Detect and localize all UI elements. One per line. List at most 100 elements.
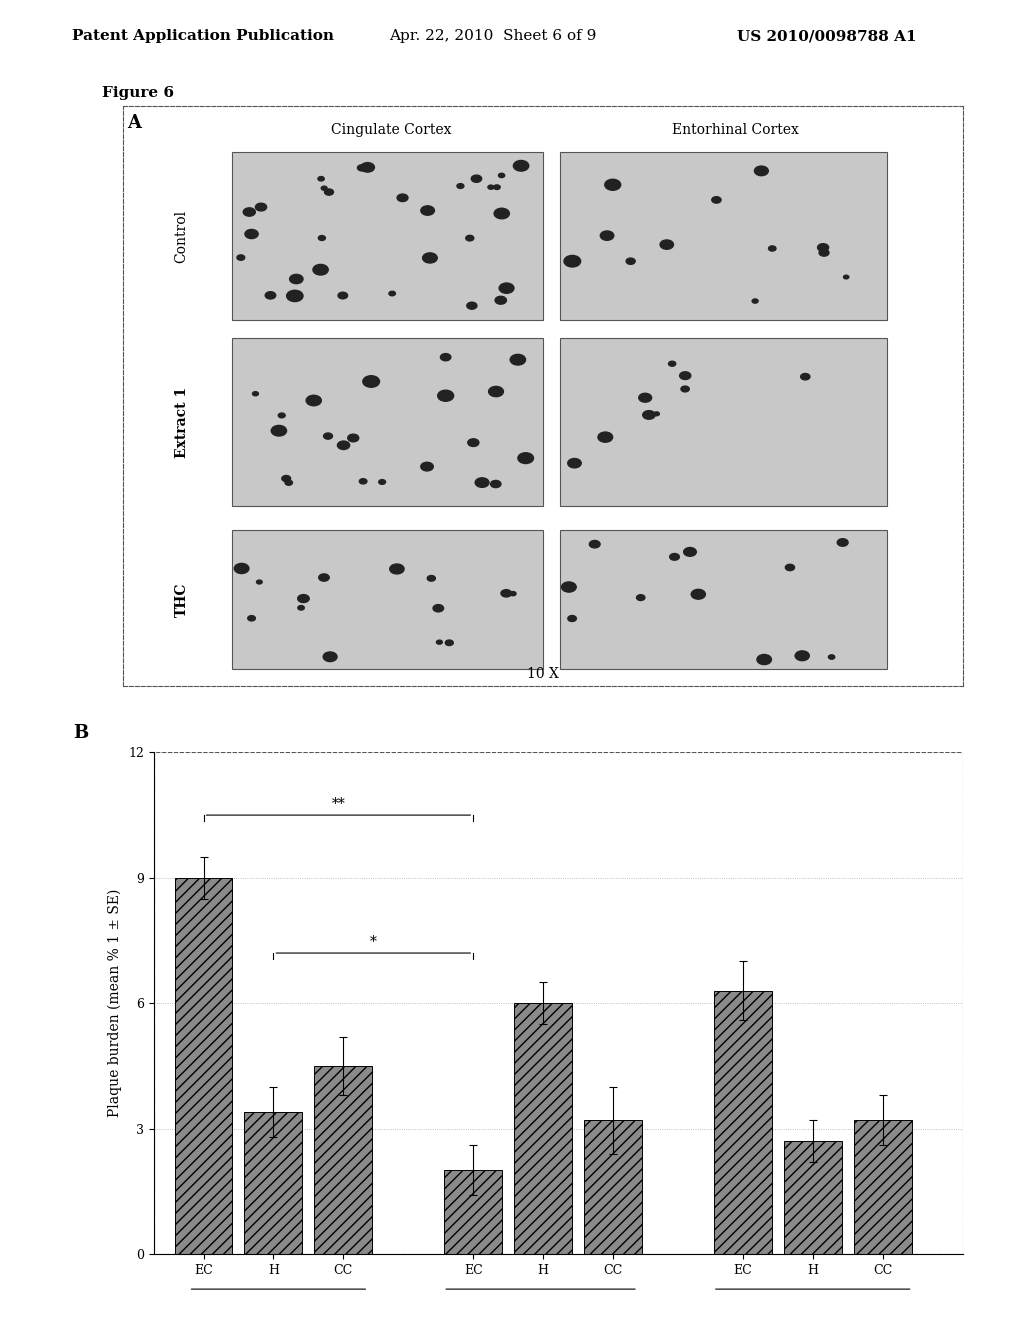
Circle shape [256, 579, 262, 583]
Circle shape [828, 655, 835, 659]
Circle shape [234, 564, 249, 573]
Circle shape [598, 432, 612, 442]
Bar [714, 990, 772, 1254]
Bar [245, 1111, 302, 1254]
Circle shape [324, 652, 337, 661]
Circle shape [838, 539, 848, 546]
Circle shape [561, 582, 577, 593]
Circle shape [457, 183, 464, 189]
Bar [444, 1171, 502, 1254]
Circle shape [338, 292, 347, 298]
Bar [232, 338, 543, 507]
Circle shape [338, 441, 349, 450]
Circle shape [637, 595, 645, 601]
Circle shape [568, 615, 577, 622]
Circle shape [796, 651, 809, 661]
Circle shape [397, 194, 408, 202]
Circle shape [643, 411, 655, 420]
Bar [559, 338, 887, 507]
Bar [514, 1003, 572, 1254]
Circle shape [285, 480, 293, 486]
Circle shape [471, 176, 481, 182]
Circle shape [348, 434, 358, 442]
Circle shape [680, 372, 691, 379]
Bar [174, 878, 232, 1254]
Circle shape [362, 376, 380, 387]
Circle shape [495, 209, 509, 219]
Bar [584, 1121, 642, 1254]
Bar [154, 752, 963, 1254]
Circle shape [785, 564, 795, 570]
Circle shape [660, 240, 674, 249]
Y-axis label: Plaque burden (mean % 1 ± SE): Plaque burden (mean % 1 ± SE) [109, 888, 123, 1118]
Circle shape [684, 548, 696, 556]
Circle shape [639, 393, 651, 403]
Circle shape [244, 207, 255, 216]
Circle shape [433, 605, 443, 612]
Circle shape [290, 275, 303, 284]
Circle shape [253, 392, 258, 396]
Circle shape [306, 395, 322, 405]
Circle shape [510, 354, 525, 366]
Circle shape [421, 462, 433, 471]
Circle shape [445, 640, 454, 645]
Circle shape [499, 173, 505, 178]
Circle shape [436, 640, 442, 644]
Circle shape [298, 606, 304, 610]
Circle shape [360, 162, 375, 172]
Circle shape [324, 433, 333, 440]
Circle shape [669, 362, 676, 366]
Circle shape [769, 246, 776, 251]
Circle shape [670, 553, 679, 560]
Circle shape [279, 413, 285, 418]
Circle shape [755, 166, 768, 176]
Circle shape [752, 298, 758, 304]
Text: Cingulate Cortex: Cingulate Cortex [332, 123, 452, 137]
Circle shape [487, 185, 494, 189]
Bar [783, 1140, 842, 1254]
Circle shape [494, 185, 500, 190]
Circle shape [313, 264, 329, 275]
Circle shape [653, 412, 659, 416]
Circle shape [501, 590, 512, 597]
Circle shape [468, 438, 479, 446]
Circle shape [605, 180, 621, 190]
Circle shape [490, 480, 501, 487]
Bar [559, 152, 887, 321]
Text: **: ** [332, 797, 345, 810]
Circle shape [359, 479, 367, 484]
Circle shape [466, 235, 474, 242]
Circle shape [318, 235, 326, 240]
Circle shape [245, 230, 258, 239]
Circle shape [389, 292, 395, 296]
Circle shape [564, 256, 581, 267]
Circle shape [467, 302, 477, 309]
Bar [314, 1067, 373, 1254]
Circle shape [499, 282, 514, 293]
Circle shape [510, 591, 516, 595]
Text: US 2010/0098788 A1: US 2010/0098788 A1 [737, 29, 916, 44]
Bar [232, 529, 543, 669]
Circle shape [357, 165, 367, 172]
Circle shape [757, 655, 771, 664]
Circle shape [712, 197, 721, 203]
Circle shape [282, 475, 291, 482]
Circle shape [518, 453, 534, 463]
Circle shape [567, 458, 582, 467]
Circle shape [626, 259, 635, 264]
Circle shape [317, 177, 325, 181]
Circle shape [427, 576, 435, 581]
Text: Extract 1: Extract 1 [175, 387, 188, 458]
Circle shape [801, 374, 810, 380]
Circle shape [265, 292, 275, 300]
Circle shape [488, 387, 504, 397]
Bar [559, 529, 887, 669]
Circle shape [379, 479, 386, 484]
Circle shape [325, 189, 334, 195]
Text: 10 X: 10 X [526, 667, 559, 681]
Circle shape [421, 206, 434, 215]
Text: B: B [73, 725, 88, 742]
Circle shape [590, 540, 600, 548]
Circle shape [817, 244, 828, 251]
Bar [854, 1121, 911, 1254]
